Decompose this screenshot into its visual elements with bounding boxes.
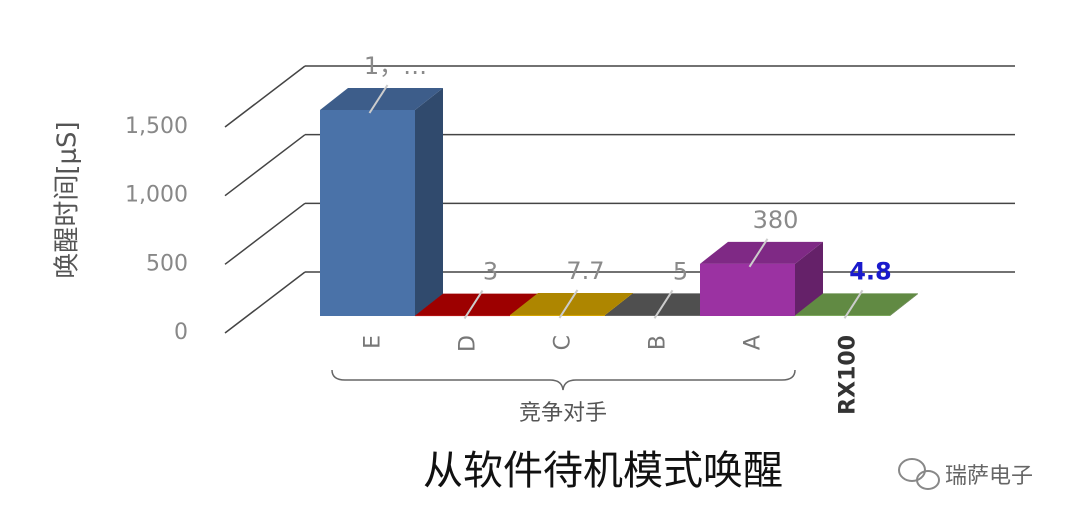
bar-top [700, 241, 823, 264]
bar [415, 315, 510, 317]
x-tick-label: E [361, 335, 386, 349]
grid-line [224, 134, 306, 197]
group-label: 竞争对手 [519, 401, 607, 426]
value-label: 380 [753, 206, 799, 234]
y-tick-label: 500 [146, 251, 188, 276]
label-leader [368, 84, 389, 114]
bar [320, 110, 415, 316]
y-axis-label: 唤醒时间[μS] [53, 121, 83, 278]
bar-side [415, 88, 443, 316]
label-leader [653, 289, 674, 319]
x-tick-label: A [741, 335, 766, 350]
y-tick-label: 1,500 [125, 114, 188, 139]
bar-top [795, 293, 918, 316]
x-tick-label: D [456, 335, 481, 352]
x-tick-label: RX100 [836, 335, 861, 415]
value-label: 5 [673, 257, 688, 285]
bar-side [795, 241, 823, 316]
label-leader [463, 290, 484, 320]
bar-top [605, 293, 728, 316]
bar-top [320, 88, 443, 110]
x-tick-label: B [646, 335, 671, 350]
bar-side [890, 293, 918, 316]
label-leader [558, 289, 579, 319]
bar-top [510, 292, 633, 315]
value-label: 1，… [364, 52, 427, 80]
group-brace [331, 369, 796, 391]
y-tick-label: 0 [174, 320, 188, 345]
watermark: 瑞萨电子 [945, 464, 1033, 489]
bar [700, 263, 795, 316]
label-leader [843, 289, 864, 319]
x-tick-label: C [551, 335, 576, 350]
bar [795, 315, 890, 316]
bar-top [415, 293, 538, 316]
grid-line [224, 271, 306, 334]
grid-line [224, 202, 306, 265]
value-label: 7.7 [566, 257, 604, 285]
value-label: 4.8 [849, 257, 892, 285]
label-leader [748, 238, 769, 268]
watermark-icon [898, 458, 940, 490]
grid-line [224, 65, 306, 128]
y-tick-label: 1,000 [125, 183, 188, 208]
value-label: 3 [483, 258, 498, 286]
chart-title: 从软件待机模式唤醒 [423, 448, 783, 494]
bar [605, 315, 700, 316]
bar [510, 314, 605, 316]
